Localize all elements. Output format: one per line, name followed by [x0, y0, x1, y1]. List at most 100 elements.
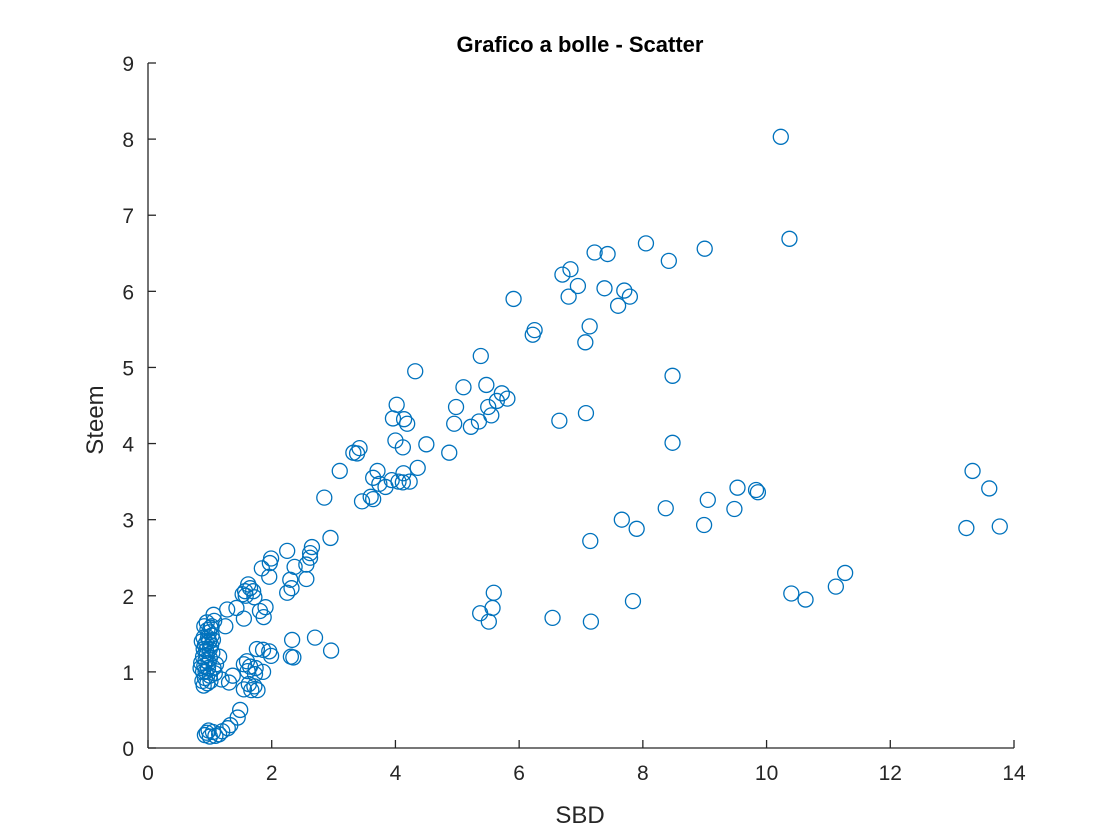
data-point — [958, 519, 975, 537]
data-point — [279, 584, 296, 601]
data-point — [505, 290, 522, 308]
data-point — [306, 629, 324, 646]
data-point — [582, 532, 599, 550]
data-point — [582, 613, 600, 630]
data-point — [388, 396, 405, 413]
data-point — [237, 587, 254, 604]
data-point — [246, 589, 263, 606]
y-tick-label: 2 — [122, 586, 134, 609]
data-point — [234, 586, 251, 603]
data-point — [836, 564, 854, 582]
x-tick-label: 14 — [1002, 762, 1026, 785]
data-point — [551, 412, 568, 429]
data-point — [254, 663, 272, 681]
y-tick-label: 9 — [122, 53, 134, 76]
data-point — [637, 235, 655, 252]
data-point — [609, 297, 627, 314]
y-tick-label: 3 — [122, 510, 134, 533]
data-point — [196, 726, 214, 744]
data-point — [394, 439, 412, 456]
data-point — [279, 542, 296, 560]
data-point — [201, 633, 218, 650]
data-point — [202, 672, 219, 690]
data-point — [729, 479, 746, 496]
data-point — [222, 717, 239, 734]
x-tick-label: 12 — [879, 762, 902, 785]
y-tick-label: 8 — [122, 129, 134, 152]
data-point — [235, 681, 253, 698]
data-point — [418, 436, 435, 453]
data-point — [699, 491, 716, 509]
data-point — [316, 489, 333, 506]
data-point — [246, 678, 263, 695]
data-point — [301, 545, 319, 562]
x-tick-label: 2 — [266, 762, 278, 785]
data-point — [747, 481, 765, 499]
data-point — [446, 415, 463, 432]
x-tick-label: 6 — [513, 762, 525, 785]
data-point — [409, 459, 426, 477]
data-point — [616, 282, 633, 299]
data-point — [348, 445, 366, 462]
data-point — [470, 413, 488, 430]
data-point — [395, 411, 413, 428]
data-point — [480, 613, 497, 630]
data-point — [441, 444, 458, 461]
data-point — [613, 511, 630, 528]
data-point — [447, 398, 465, 416]
data-point — [219, 601, 236, 618]
data-point — [399, 415, 416, 432]
data-point — [262, 647, 280, 665]
data-point — [981, 480, 998, 497]
data-point — [249, 682, 266, 699]
data-point — [581, 318, 598, 335]
data-point — [285, 649, 302, 666]
data-point — [991, 518, 1008, 535]
data-point — [331, 462, 348, 480]
data-point — [480, 398, 497, 416]
data-point — [624, 592, 642, 610]
data-points — [192, 128, 1008, 745]
x-tick-label: 10 — [755, 762, 778, 785]
data-point — [246, 666, 264, 683]
data-point — [695, 516, 713, 534]
data-point — [664, 367, 681, 384]
data-point — [696, 240, 713, 257]
data-point — [365, 469, 382, 486]
data-point — [196, 637, 214, 654]
data-point — [726, 500, 743, 518]
data-point — [577, 334, 594, 351]
data-point — [254, 641, 272, 658]
data-point — [204, 723, 222, 741]
data-point — [322, 642, 340, 659]
data-point — [298, 570, 315, 588]
y-tick-label: 4 — [122, 434, 134, 457]
data-point — [478, 376, 495, 394]
data-point — [401, 473, 418, 490]
data-point — [198, 614, 215, 631]
y-tick-label: 5 — [122, 357, 134, 380]
data-point — [599, 245, 616, 263]
data-point — [362, 488, 379, 505]
x-tick-label: 0 — [142, 762, 154, 785]
data-point — [484, 599, 501, 617]
data-point — [198, 724, 215, 741]
data-point — [455, 379, 472, 396]
data-point — [472, 347, 489, 365]
data-point — [586, 244, 603, 261]
y-axis-label: Steem — [82, 385, 109, 454]
y-axis-ticks: 0 1 2 3 4 5 6 7 8 9 — [122, 53, 156, 761]
data-point — [196, 618, 213, 635]
data-point — [781, 230, 798, 247]
data-point — [192, 659, 209, 677]
data-point — [243, 682, 260, 699]
data-point — [248, 640, 266, 658]
data-point — [255, 608, 272, 626]
data-point — [462, 418, 480, 435]
data-point — [247, 659, 264, 677]
data-point — [749, 484, 767, 501]
data-point — [628, 520, 645, 537]
data-point — [827, 578, 845, 595]
y-tick-label: 7 — [122, 205, 134, 228]
